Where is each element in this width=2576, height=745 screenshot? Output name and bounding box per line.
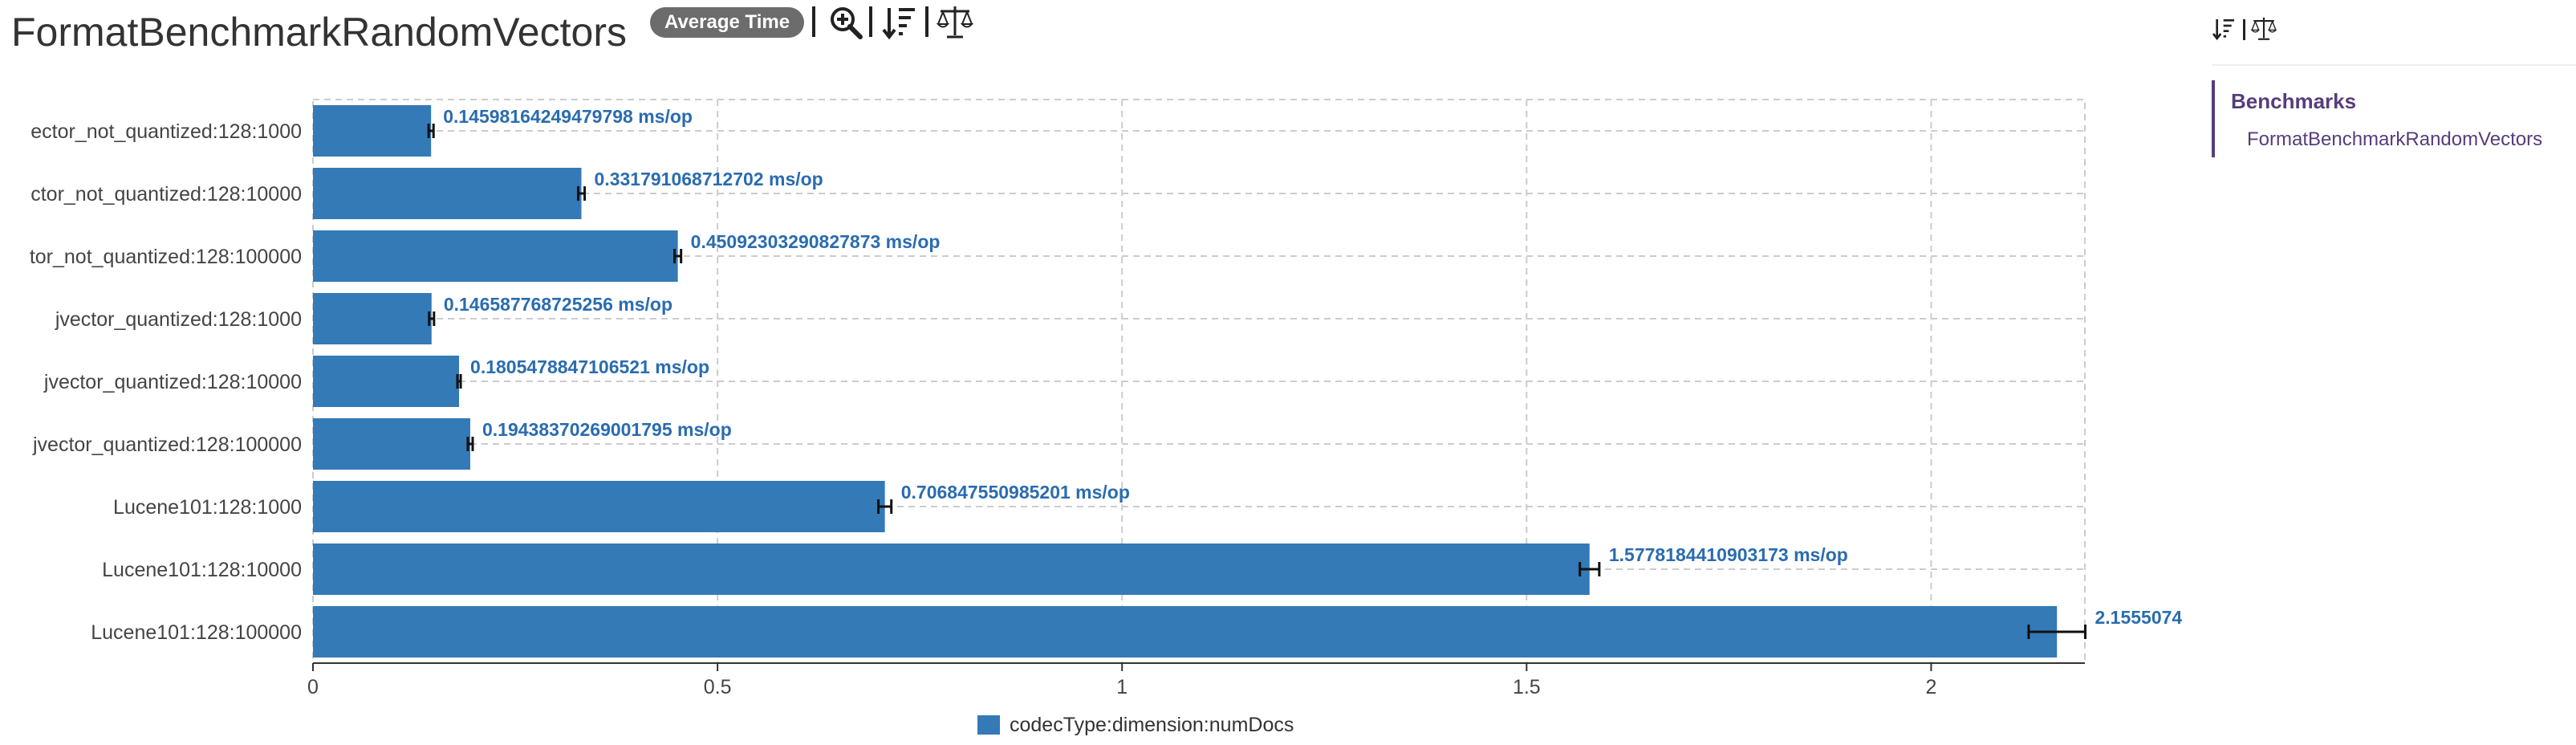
bar[interactable] [313, 168, 582, 219]
y-tick-label: ctor_not_quantized:128:10000 [30, 183, 302, 206]
y-tick-label: jvector_quantized:128:10000 [43, 371, 302, 393]
sidebar-toolbar-divider [2243, 19, 2245, 40]
bar[interactable] [313, 105, 432, 157]
bar[interactable] [313, 481, 885, 532]
toolbar-divider [812, 6, 815, 37]
y-tick-label: jvector_quantized:128:100000 [32, 434, 302, 456]
y-tick-label: tor_not_quantized:128:100000 [30, 246, 302, 268]
y-tick-label: ector_not_quantized:128:1000 [30, 120, 302, 143]
y-tick-label: Lucene101:128:1000 [113, 496, 302, 519]
data-label: 0.45092303290827873 ms/op [691, 231, 941, 252]
x-tick-label: 0 [307, 676, 319, 698]
sort-icon[interactable] [881, 3, 920, 42]
page-title: FormatBenchmarkRandomVectors [11, 10, 627, 55]
toolbar-divider [869, 6, 872, 37]
x-tick-label: 1.5 [1513, 676, 1541, 698]
sidebar-heading: Benchmarks [2231, 89, 2357, 113]
bar[interactable] [313, 356, 460, 407]
sidebar-item-formatbenchmarkrandomvectors[interactable]: FormatBenchmarkRandomVectors [2247, 128, 2543, 150]
sidebar-divider [2212, 64, 2576, 66]
y-tick-label: Lucene101:128:10000 [102, 559, 302, 581]
y-tick-label: jvector_quantized:128:1000 [55, 308, 302, 331]
mode-badge[interactable]: Average Time [650, 7, 805, 38]
data-label: 2.1555074 [2095, 607, 2183, 628]
legend-swatch [977, 715, 1000, 735]
zoom-in-icon[interactable] [827, 3, 865, 42]
data-label: 0.331791068712702 ms/op [595, 169, 823, 189]
balance-scale-icon[interactable] [2250, 14, 2277, 43]
legend-label: codecType:dimension:numDocs [1010, 713, 1294, 736]
sidebar-nav: Benchmarks FormatBenchmarkRandomVectors [2212, 80, 2542, 157]
data-label: 1.5778184410903173 ms/op [1609, 544, 1848, 565]
bar-chart: 0 0.5 1 1.5 2 ector_not_quantized:128:1000 0.1… [30, 99, 2183, 698]
x-tick-label: 2 [1925, 676, 1936, 698]
bar[interactable] [313, 543, 1590, 595]
balance-scale-icon[interactable] [936, 3, 974, 42]
x-tick-label: 1 [1116, 676, 1128, 698]
bar[interactable] [313, 230, 678, 282]
bar[interactable] [313, 418, 470, 470]
toolbar-divider [925, 6, 928, 37]
data-label: 0.1805478847106521 ms/op [470, 356, 709, 377]
bar[interactable] [313, 606, 2058, 657]
bar[interactable] [313, 293, 432, 344]
chart-legend[interactable]: codecType:dimension:numDocs [977, 713, 1294, 737]
y-tick-label: Lucene101:128:100000 [91, 621, 302, 644]
data-label: 0.19438370269001795 ms/op [482, 419, 732, 440]
x-tick-label: 0.5 [704, 676, 732, 698]
data-label: 0.14598164249479798 ms/op [443, 106, 693, 127]
data-label: 0.706847550985201 ms/op [901, 482, 1130, 503]
data-label: 0.146587768725256 ms/op [444, 294, 672, 315]
sort-icon[interactable] [2212, 14, 2237, 43]
